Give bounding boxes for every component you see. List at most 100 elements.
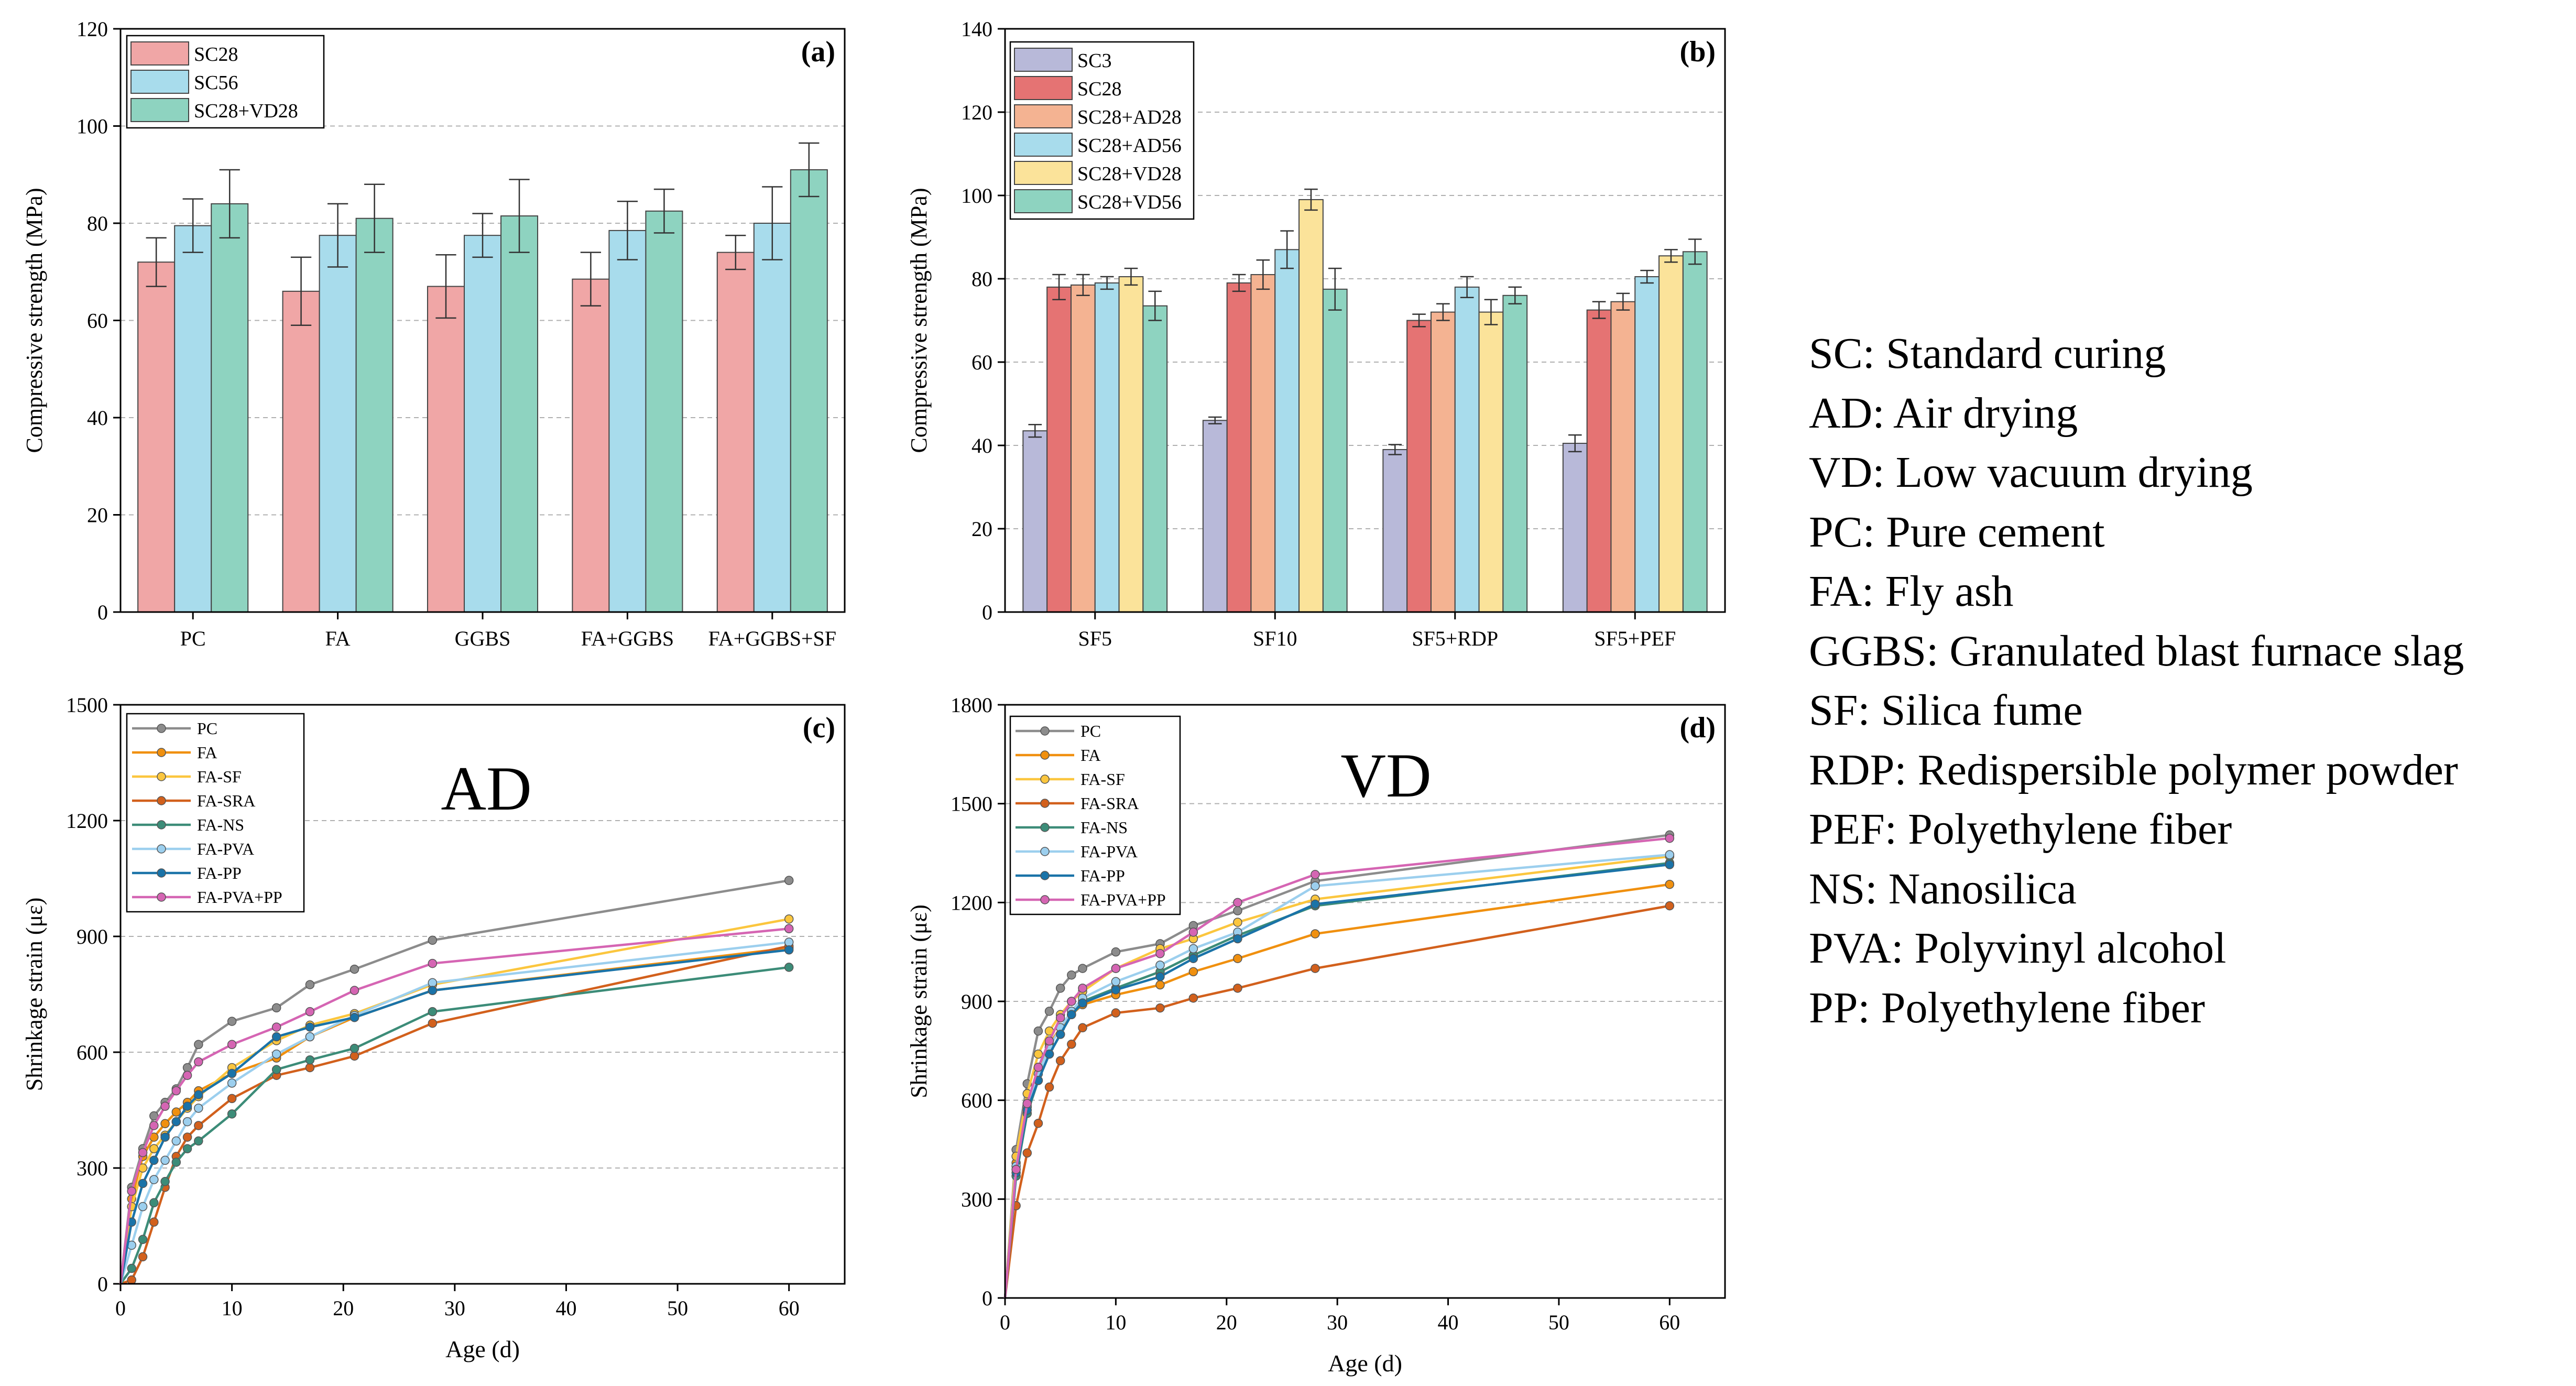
data-point [171, 1107, 181, 1117]
data-point [1067, 1010, 1076, 1019]
data-point [428, 935, 438, 945]
bar [790, 169, 828, 613]
bar [1502, 294, 1528, 613]
legend-box [126, 713, 305, 913]
y-tick-label: 60 [972, 351, 992, 374]
legend-label: SC56 [194, 72, 238, 94]
legend-marker [1040, 823, 1050, 832]
x-tick-label: 30 [444, 1296, 465, 1320]
y-tick-label: 1500 [951, 792, 992, 816]
legend-swatch [130, 41, 189, 66]
abbreviation-glossary: SC: Standard curing AD: Air drying VD: Low… [1809, 324, 2574, 1038]
bar [319, 235, 357, 613]
y-tick-label: 600 [77, 1041, 108, 1064]
data-point [1067, 970, 1076, 980]
series-line [119, 941, 789, 1284]
x-tick-label: SF5 [1078, 627, 1112, 650]
x-axis-label: Age (d) [445, 1336, 520, 1362]
y-tick-label: 0 [982, 1286, 992, 1310]
data-point [1033, 1063, 1043, 1072]
legend-label: FA [197, 743, 217, 762]
data-point [271, 1049, 281, 1059]
bar [608, 230, 647, 613]
data-point [1233, 906, 1242, 915]
data-point [1044, 1049, 1054, 1059]
x-tick-label: 30 [1327, 1311, 1348, 1334]
y-tick-label: 20 [87, 504, 108, 527]
data-point [1311, 964, 1320, 973]
data-point [149, 1198, 159, 1208]
data-point [160, 1119, 170, 1129]
data-point [1067, 997, 1076, 1006]
data-point [171, 1158, 181, 1167]
series-line [1003, 834, 1670, 1298]
y-axis-label: Compressive strength (MPa) [21, 188, 47, 453]
y-tick-label: 1800 [951, 693, 992, 717]
legend-swatch [130, 98, 189, 122]
data-point [182, 1071, 192, 1080]
data-point [227, 1040, 237, 1050]
bar [1610, 301, 1636, 613]
data-point [182, 1132, 192, 1142]
bar [572, 278, 610, 613]
x-tick-label: 10 [1105, 1311, 1126, 1334]
data-point [171, 1086, 181, 1096]
data-point [149, 1144, 159, 1153]
data-point [1665, 879, 1675, 889]
data-point [171, 1117, 181, 1127]
data-point [1665, 860, 1675, 869]
y-tick-label: 0 [97, 601, 108, 624]
legend-marker [157, 868, 166, 878]
data-point [160, 1155, 170, 1165]
x-tick-label: FA+GGBS [581, 627, 674, 650]
bar [716, 252, 755, 613]
panel-b-bar-chart: 0 20 40 60 80 100 120 140 Compressive strength (… [906, 17, 1726, 650]
bar [1562, 443, 1588, 613]
data-point [149, 1111, 159, 1121]
glossary-item: AD: Air drying [1809, 388, 2078, 438]
series-line [119, 918, 790, 1284]
data-point [1033, 1026, 1043, 1036]
legend-marker [1040, 799, 1050, 808]
data-point [194, 1121, 203, 1130]
data-point [182, 1117, 192, 1127]
data-point [1188, 927, 1198, 937]
data-point [1044, 1007, 1054, 1016]
data-point [271, 1032, 281, 1042]
series-line [119, 948, 789, 1284]
data-point [428, 1007, 438, 1017]
data-point [350, 1051, 359, 1061]
legend-marker [157, 724, 166, 733]
bar [1586, 309, 1612, 613]
data-point [160, 1177, 170, 1186]
data-point [350, 1043, 359, 1053]
bar [1406, 320, 1432, 613]
data-point [1011, 1164, 1021, 1174]
data-point [1078, 998, 1087, 1008]
legend-label: SC28+AD28 [1077, 106, 1182, 128]
data-point [784, 945, 794, 955]
series-line [119, 879, 790, 1284]
data-point [1111, 1008, 1121, 1018]
data-point [428, 1019, 438, 1028]
panel-a-bar-chart: 0 20 40 60 80 100 120 Compressive strength (MPa… [21, 17, 846, 650]
legend-label: FA-NS [197, 815, 244, 834]
bar [1382, 449, 1408, 613]
bar [1454, 286, 1480, 613]
y-axis-label: Shrinkage strain (με) [21, 898, 47, 1092]
y-tick-label: 900 [961, 990, 992, 1013]
legend-swatch [130, 70, 189, 94]
legend-marker [157, 892, 166, 902]
data-point [1078, 964, 1087, 973]
legend-label: SC28+VD28 [194, 100, 298, 122]
legend-marker [157, 772, 166, 781]
y-tick-label: 300 [77, 1156, 108, 1180]
data-point [1111, 964, 1121, 973]
data-point [1233, 934, 1242, 944]
series-line [119, 966, 789, 1285]
x-tick-label: 40 [555, 1296, 576, 1320]
legend-label: FA-PVA+PP [197, 888, 282, 907]
data-point [428, 958, 438, 968]
data-point [227, 1068, 237, 1078]
bar [1634, 276, 1660, 613]
